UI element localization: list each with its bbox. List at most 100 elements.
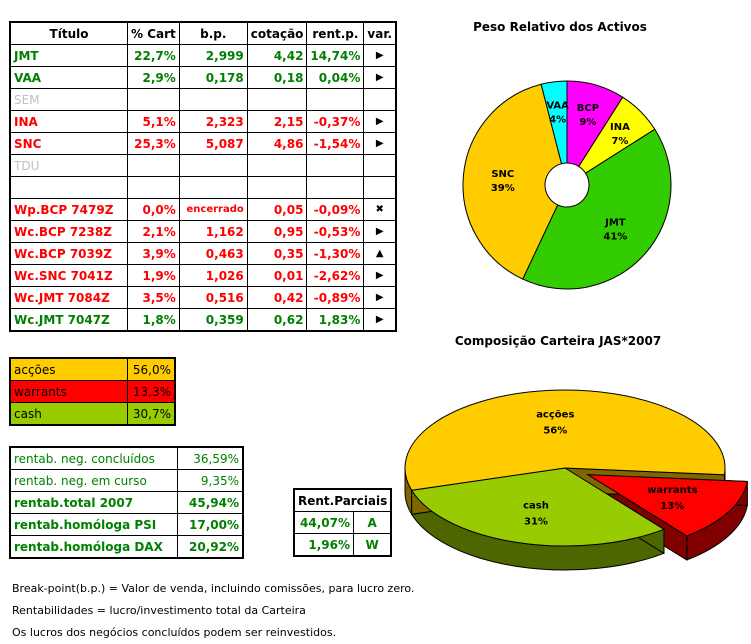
cell-rent: -0,53% (306, 220, 365, 243)
returns-row: rentab. neg. concluídos 36,59% (9, 446, 244, 470)
header-bp: b.p. (178, 21, 248, 45)
table-row: TDU (9, 154, 397, 177)
cell-cart: 3,5% (127, 286, 180, 309)
cell-cotacao: 0,95 (246, 220, 308, 243)
returns-value: 45,94% (177, 491, 244, 514)
partial-returns-table: Rent.Parciais 44,07% A 1,96% W (293, 488, 393, 557)
donut-value: 41% (603, 232, 627, 243)
allocation-legend-table: acções 56,0% warrants 13,3% cash 30,7% (9, 357, 176, 426)
donut-value: 4% (549, 115, 566, 126)
donut-label: VAA (546, 101, 569, 112)
pie3d-value: 13% (660, 501, 684, 512)
cell-var: ▶ (363, 308, 397, 332)
returns-value: 17,00% (177, 513, 244, 536)
cell-bp: 5,087 (178, 132, 248, 155)
table-row: JMT 22,7% 2,999 4,42 14,74% ▶ (9, 44, 397, 67)
cell-bp: 0,463 (178, 242, 248, 265)
cell-rent: 0,04% (306, 66, 365, 89)
cell-rent: 1,83% (306, 308, 365, 332)
table-row: Wc.JMT 7047Z 1,8% 0,359 0,62 1,83% ▶ (9, 308, 397, 332)
partial-value: 1,96% (293, 533, 354, 557)
cell-titulo: Wc.JMT 7084Z (9, 286, 128, 309)
pie3d-value: 31% (524, 517, 548, 528)
donut-slice-vaa (540, 80, 568, 165)
returns-table: rentab. neg. concluídos 36,59% rentab. neg… (9, 446, 244, 559)
donut-label: BCP (577, 103, 599, 114)
returns-row: rentab.homóloga DAX 20,92% (9, 535, 244, 559)
table-row: Wp.BCP 7479Z 0,0% encerrado 0,05 -0,09% ✖ (9, 198, 397, 221)
returns-label: rentab. neg. concluídos (9, 446, 178, 470)
donut-chart-title: Peso Relativo dos Activos (473, 20, 647, 34)
cell-cotacao: 4,42 (246, 44, 308, 67)
returns-row: rentab.total 2007 45,94% (9, 491, 244, 514)
donut-slice-jmt (522, 128, 672, 290)
donut-value: 9% (579, 117, 596, 128)
pie3d-slice-warrants (585, 474, 748, 537)
note: Break-point(b.p.) = Valor de venda, incl… (12, 582, 415, 595)
partial-value: 44,07% (293, 511, 354, 534)
pie3d-label: warrants (647, 485, 697, 496)
table-row: Wc.BCP 7039Z 3,9% 0,463 0,35 -1,30% ▲ (9, 242, 397, 265)
donut-label: INA (610, 122, 630, 133)
pie3d-chart-title: Composição Carteira JAS*2007 (454, 334, 662, 348)
returns-row: rentab. neg. em curso 9,35% (9, 469, 244, 492)
cell-var: ▶ (363, 286, 397, 309)
partial-key: A (353, 511, 392, 534)
cell-rent: -0,89% (306, 286, 365, 309)
cell-bp: 1,026 (178, 264, 248, 287)
legend-row: warrants 13,3% (9, 380, 176, 403)
legend-value: 13,3% (127, 380, 176, 403)
legend-row: acções 56,0% (9, 357, 176, 381)
donut-label: JMT (604, 218, 626, 229)
cell-rent: -0,37% (306, 110, 365, 133)
legend-row: cash 30,7% (9, 402, 176, 426)
cell-rent: -0,09% (306, 198, 365, 221)
legend-label: cash (9, 402, 128, 426)
returns-label: rentab.homóloga DAX (9, 535, 178, 559)
note: Rentabilidades = lucro/investimento tota… (12, 604, 306, 617)
table-row: Wc.BCP 7238Z 2,1% 1,162 0,95 -0,53% ▶ (9, 220, 397, 243)
cell-titulo: VAA (9, 66, 128, 89)
cell-rent: 14,74% (306, 44, 365, 67)
donut-label: SNC (491, 169, 514, 180)
returns-row: rentab.homóloga PSI 17,00% (9, 513, 244, 536)
legend-label: warrants (9, 380, 128, 403)
pie3d-slice-acções (404, 389, 726, 491)
cell-titulo: Wp.BCP 7479Z (9, 198, 128, 221)
partial-key: W (353, 533, 392, 557)
note: Os lucros dos negócios concluídos podem … (12, 626, 337, 639)
returns-label: rentab. neg. em curso (9, 469, 178, 492)
donut-value: 39% (491, 183, 515, 194)
cell-cotacao: 0,01 (246, 264, 308, 287)
donut-value: 7% (611, 136, 628, 147)
header-rent: rent.p. (306, 21, 365, 45)
table-row: VAA 2,9% 0,178 0,18 0,04% ▶ (9, 66, 397, 89)
pie3d-label: acções (536, 409, 574, 420)
cell-cotacao: 0,18 (246, 66, 308, 89)
cell-titulo: Wc.BCP 7238Z (9, 220, 128, 243)
cell-cart: 22,7% (127, 44, 180, 67)
cell-cart: 3,9% (127, 242, 180, 265)
cell-titulo: Wc.JMT 7047Z (9, 308, 128, 332)
pie3d-value: 56% (543, 425, 567, 436)
cell-cotacao: 0,62 (246, 308, 308, 332)
header-row: Título % Cart b.p. cotação rent.p. var. (9, 21, 397, 45)
header-var: var. (363, 21, 397, 45)
header-cart: % Cart (127, 21, 180, 45)
table-row: Wc.JMT 7084Z 3,5% 0,516 0,42 -0,89% ▶ (9, 286, 397, 309)
cell-cart: 5,1% (127, 110, 180, 133)
legend-value: 30,7% (127, 402, 176, 426)
cell-bp: 0,359 (178, 308, 248, 332)
portfolio-table: Título % Cart b.p. cotação rent.p. var. … (9, 21, 398, 332)
table-row (9, 176, 397, 199)
cell-rent: -1,30% (306, 242, 365, 265)
partial-returns-title: Rent.Parciais (293, 488, 392, 512)
pie3d-slice-cash (410, 467, 666, 547)
cell-cart: 2,1% (127, 220, 180, 243)
returns-label: rentab.homóloga PSI (9, 513, 178, 536)
donut-slice-snc (462, 83, 563, 280)
pie3d-label: cash (523, 501, 549, 512)
cell-bp: 0,516 (178, 286, 248, 309)
